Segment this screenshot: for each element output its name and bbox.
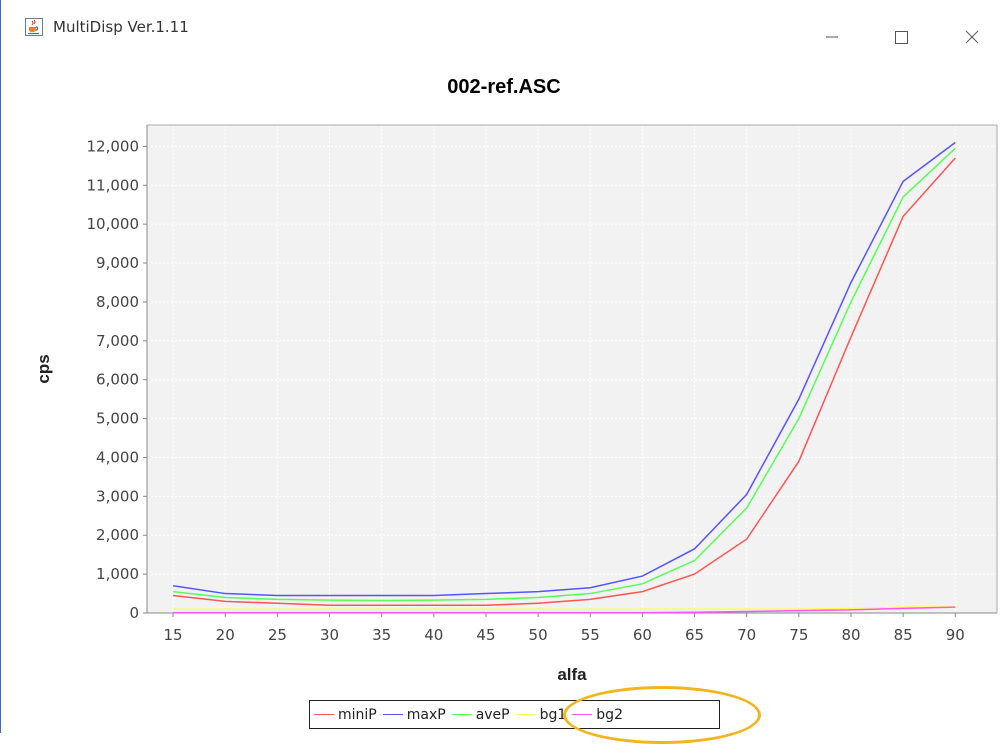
- x-tick-label: 55: [581, 626, 600, 644]
- y-tick-label: 2,000: [96, 526, 139, 544]
- x-tick-label: 80: [841, 626, 860, 644]
- plot-area: [147, 125, 997, 613]
- legend-swatch: [515, 714, 536, 715]
- x-tick-label: 50: [529, 626, 548, 644]
- x-tick-label: 15: [164, 626, 183, 644]
- legend-item-maxP: maxP: [382, 706, 446, 723]
- y-tick-label: 4,000: [96, 448, 139, 466]
- y-tick-label: 7,000: [96, 332, 139, 350]
- close-icon: [965, 30, 979, 44]
- minimize-button[interactable]: [809, 10, 855, 44]
- maximize-icon: [895, 31, 908, 44]
- window-title: MultiDisp Ver.1.11: [53, 18, 189, 36]
- annotation-highlight-ellipse: [563, 686, 761, 744]
- x-tick-label: 45: [476, 626, 495, 644]
- y-tick-label: 6,000: [96, 371, 139, 389]
- y-tick-label: 9,000: [96, 254, 139, 272]
- x-tick-label: 60: [633, 626, 652, 644]
- x-tick-label: 40: [424, 626, 443, 644]
- legend-item-bg1: bg1: [515, 706, 567, 723]
- minimize-icon: [826, 36, 838, 38]
- y-axis-label: cps: [34, 354, 53, 383]
- java-cup-icon: [25, 18, 43, 36]
- maximize-button[interactable]: [879, 10, 925, 44]
- x-tick-label: 90: [946, 626, 965, 644]
- close-button[interactable]: [949, 10, 995, 44]
- legend-swatch: [314, 714, 334, 715]
- x-tick-label: 25: [268, 626, 287, 644]
- series-line-bg2: [173, 606, 956, 614]
- y-tick-label: 5,000: [96, 410, 139, 428]
- y-tick-label: 3,000: [96, 487, 139, 505]
- series-line-aveP: [172, 147, 956, 602]
- title-bar[interactable]: MultiDisp Ver.1.11: [1, 0, 1006, 44]
- series-line-maxP: [172, 141, 956, 597]
- x-tick-label: 20: [216, 626, 235, 644]
- legend-label: aveP: [475, 706, 510, 723]
- series-line-bg1: [173, 606, 956, 610]
- legend-item-miniP: miniP: [314, 707, 377, 723]
- x-tick-label: 75: [789, 626, 808, 644]
- y-tick-label: 11,000: [87, 176, 140, 194]
- x-tick-label: 30: [320, 626, 339, 644]
- legend-label: maxP: [406, 706, 446, 723]
- x-tick-label: 70: [737, 626, 756, 644]
- legend-label: bg1: [539, 706, 567, 723]
- x-tick-label: 85: [894, 626, 913, 644]
- chart-title: 002-ref.ASC: [447, 76, 561, 98]
- x-axis-label: alfa: [557, 665, 587, 684]
- legend-swatch: [382, 714, 403, 715]
- x-tick-label: 35: [372, 626, 391, 644]
- y-tick-label: 1,000: [96, 565, 139, 583]
- x-tick-label: 65: [685, 626, 704, 644]
- legend-item-aveP: aveP: [451, 706, 510, 723]
- y-tick-label: 10,000: [87, 215, 140, 233]
- y-tick-label: 12,000: [87, 137, 140, 155]
- legend-label: miniP: [338, 706, 377, 723]
- y-tick-label: 8,000: [96, 293, 139, 311]
- legend-swatch: [451, 714, 472, 715]
- series-line-miniP: [172, 157, 956, 606]
- y-tick-label: 0: [129, 604, 139, 622]
